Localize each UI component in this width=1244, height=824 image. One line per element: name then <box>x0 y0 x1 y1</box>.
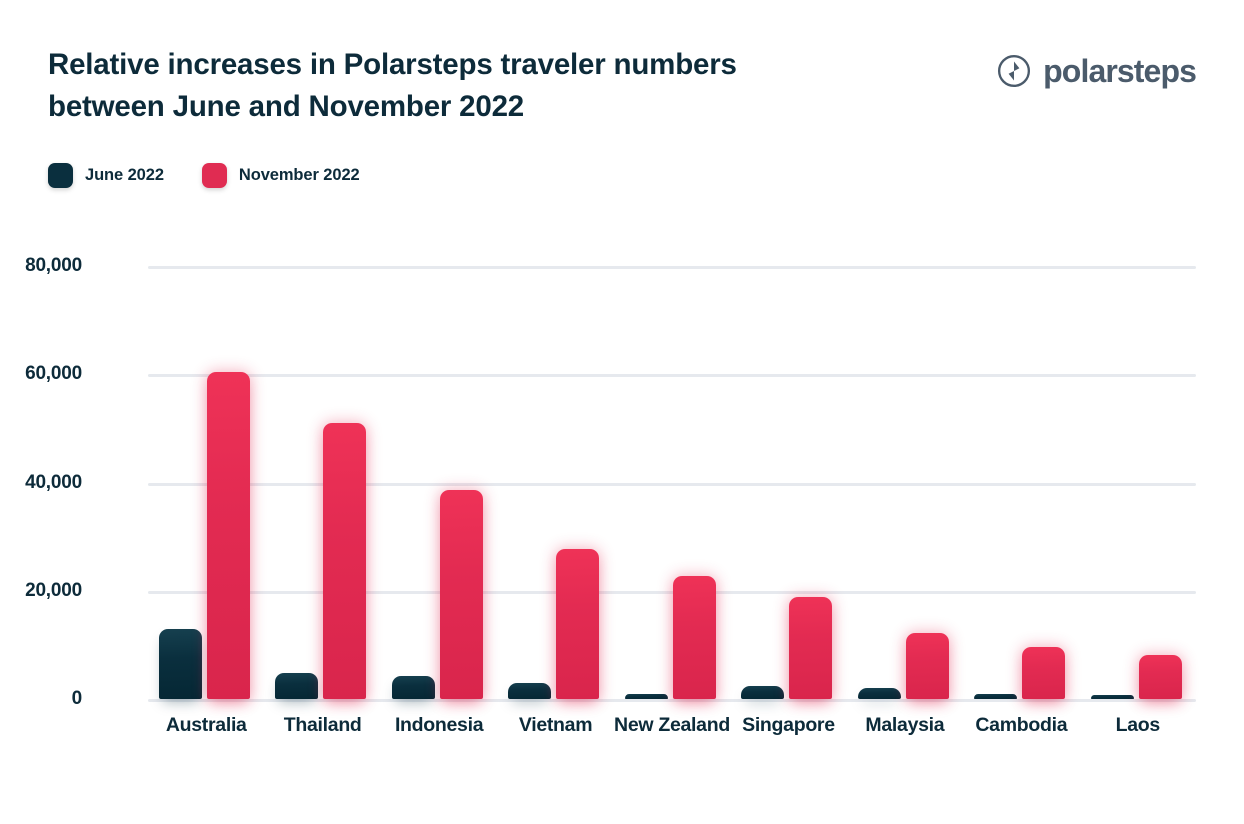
bar-indonesia-june[interactable] <box>391 676 435 699</box>
bar-indonesia-november[interactable] <box>439 490 483 699</box>
legend-item-november[interactable]: November 2022 <box>201 163 360 188</box>
gridline <box>148 699 1196 702</box>
bar-group <box>148 266 264 699</box>
bar-new-zealand-june[interactable] <box>624 694 668 699</box>
bar-group <box>381 266 497 699</box>
bar-group <box>264 266 380 699</box>
brand-name: polarsteps <box>1043 53 1197 89</box>
brand-logo: polarsteps <box>996 53 1197 89</box>
bar-group <box>847 266 963 699</box>
polarsteps-compass-icon <box>996 53 1032 89</box>
legend-label-november: November 2022 <box>238 166 360 184</box>
bar-laos-november[interactable] <box>1138 655 1182 699</box>
bar-group <box>497 266 613 699</box>
y-axis-tick-label: 0 <box>71 688 83 709</box>
y-axis-tick-label: 40,000 <box>25 471 82 493</box>
bar-australia-june[interactable] <box>159 629 202 699</box>
gridline <box>148 482 1196 486</box>
bar-malaysia-november[interactable] <box>905 632 949 699</box>
x-axis-labels: Australia Thailand Indonesia Vietnam New Zea… <box>148 712 1196 792</box>
plot-area: 0 20,000 40,000 60,000 80,000 <box>25 255 1196 709</box>
bar-group <box>1080 266 1196 699</box>
legend-swatch-november <box>201 163 227 188</box>
gridline <box>148 374 1196 378</box>
bar-australia-november[interactable] <box>207 371 250 699</box>
bar-thailand-june[interactable] <box>275 673 319 699</box>
bar-singapore-november[interactable] <box>789 597 833 699</box>
page-title: Relative increases in Polarsteps travele… <box>48 48 737 123</box>
legend-item-june[interactable]: June 2022 <box>48 163 164 188</box>
bar-groups <box>148 266 1196 699</box>
bar-vietnam-november[interactable] <box>556 549 600 699</box>
bar-cambodia-november[interactable] <box>1022 647 1066 699</box>
x-axis-label-singapore: Singapore <box>742 714 835 736</box>
legend-label-june: June 2022 <box>85 166 164 184</box>
bar-new-zealand-november[interactable] <box>672 576 716 699</box>
bar-cambodia-june[interactable] <box>974 694 1018 699</box>
x-axis-label-australia: Australia <box>165 714 247 736</box>
y-axis-tick-label: 60,000 <box>25 363 82 385</box>
bar-group <box>963 266 1079 699</box>
bar-group <box>730 266 846 699</box>
bar-laos-june[interactable] <box>1090 695 1134 699</box>
bar-thailand-november[interactable] <box>323 422 367 699</box>
x-axis-label-laos: Laos <box>1115 714 1161 736</box>
legend-swatch-june <box>48 163 73 188</box>
bar-group <box>614 266 730 699</box>
chart-legend: June 2022 November 2022 <box>48 163 360 188</box>
bar-malaysia-june[interactable] <box>857 688 901 699</box>
bar-vietnam-june[interactable] <box>508 683 552 699</box>
gridline <box>148 266 1196 269</box>
x-axis-label-malaysia: Malaysia <box>865 714 945 736</box>
bar-singapore-june[interactable] <box>741 686 785 699</box>
y-axis-tick-label: 80,000 <box>25 255 82 276</box>
x-axis-label-vietnam: Vietnam <box>518 714 593 736</box>
y-axis-tick-label: 20,000 <box>25 579 82 601</box>
x-axis-label-indonesia: Indonesia <box>394 714 484 736</box>
header: Relative increases in Polarsteps travele… <box>48 44 1200 128</box>
x-axis-label-new-zealand: New Zealand <box>614 714 730 736</box>
gridline <box>148 590 1196 594</box>
x-axis-label-thailand: Thailand <box>283 714 362 736</box>
x-axis-label-cambodia: Cambodia <box>975 714 1068 736</box>
